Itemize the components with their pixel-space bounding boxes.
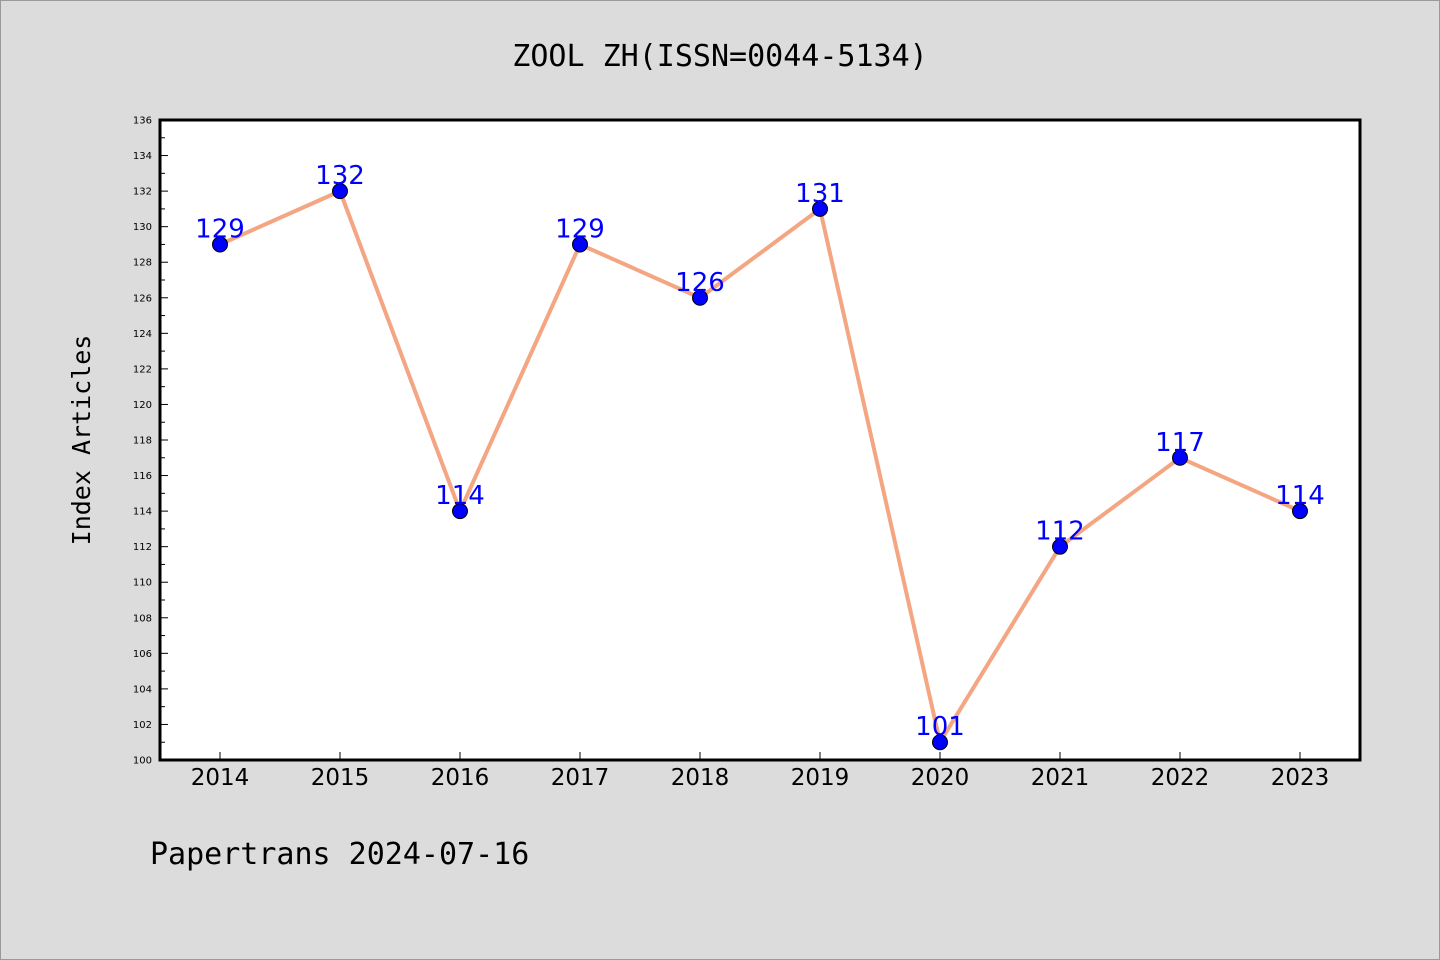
data-label: 117 <box>1155 428 1205 458</box>
y-tick-label: 118 <box>133 436 152 447</box>
x-tick-label: 2020 <box>911 765 970 791</box>
series-line <box>219 189 1301 745</box>
y-axis: 100 102 104 106 108 110 112 114 116 118 120 122 124 1… <box>133 116 168 767</box>
x-tick-label: 2014 <box>191 765 250 791</box>
y-tick-label: 114 <box>133 507 152 518</box>
y-tick-label: 122 <box>133 364 152 375</box>
y-tick-label: 136 <box>133 116 152 127</box>
y-tick-label: 128 <box>133 258 152 269</box>
x-tick-label: 2015 <box>311 765 370 791</box>
y-tick-label: 116 <box>133 471 152 482</box>
data-label: 126 <box>675 268 725 298</box>
data-point <box>812 200 828 217</box>
plot-area <box>158 118 1362 762</box>
y-tick-label: 106 <box>133 649 152 660</box>
y-tick-label: 130 <box>133 222 152 233</box>
y-tick-label: 120 <box>133 400 152 411</box>
x-tick-label: 2019 <box>791 765 850 791</box>
data-label: 129 <box>555 214 605 244</box>
y-tick-label: 102 <box>133 720 152 731</box>
data-point <box>692 289 708 306</box>
y-tick-label: 112 <box>133 542 152 553</box>
x-tick-label: 2021 <box>1031 765 1090 791</box>
data-point <box>1292 503 1308 520</box>
x-axis: 2014 2015 2016 2017 2018 2019 2020 2021 2022 2023 <box>191 752 1330 791</box>
data-label: 114 <box>1275 481 1325 511</box>
data-label: 101 <box>915 712 965 742</box>
data-point <box>932 734 948 751</box>
y-tick-label: 100 <box>133 756 152 767</box>
y-tick-label: 104 <box>133 684 152 695</box>
data-point <box>452 503 468 520</box>
x-tick-label: 2016 <box>431 765 490 791</box>
data-point <box>572 236 588 253</box>
footer-text: Papertrans 2024-07-16 <box>150 837 529 872</box>
y-tick-label: 134 <box>133 151 152 162</box>
data-point <box>1172 449 1188 466</box>
x-tick-label: 2017 <box>551 765 610 791</box>
data-point <box>332 183 348 200</box>
data-label: 114 <box>435 481 485 511</box>
x-tick-label: 2023 <box>1271 765 1330 791</box>
y-tick-label: 108 <box>133 613 152 624</box>
data-label: 132 <box>315 161 365 191</box>
y-tick-label: 110 <box>133 578 152 589</box>
data-point <box>1052 538 1068 555</box>
data-label: 131 <box>795 179 845 209</box>
data-point <box>212 236 228 253</box>
y-axis-label: Index Articles <box>67 335 96 546</box>
y-tick-label: 126 <box>133 293 152 304</box>
data-label: 112 <box>1035 517 1085 547</box>
series-layer: 129 132 114 129 126 131 101 112 117 114 <box>195 161 1325 751</box>
y-tick-label: 132 <box>133 187 152 198</box>
x-tick-label: 2018 <box>671 765 730 791</box>
y-tick-label: 124 <box>133 329 152 340</box>
chart-title: ZOOL ZH(ISSN=0044-5134) <box>512 39 927 74</box>
x-tick-label: 2022 <box>1151 765 1210 791</box>
data-label: 129 <box>195 214 245 244</box>
